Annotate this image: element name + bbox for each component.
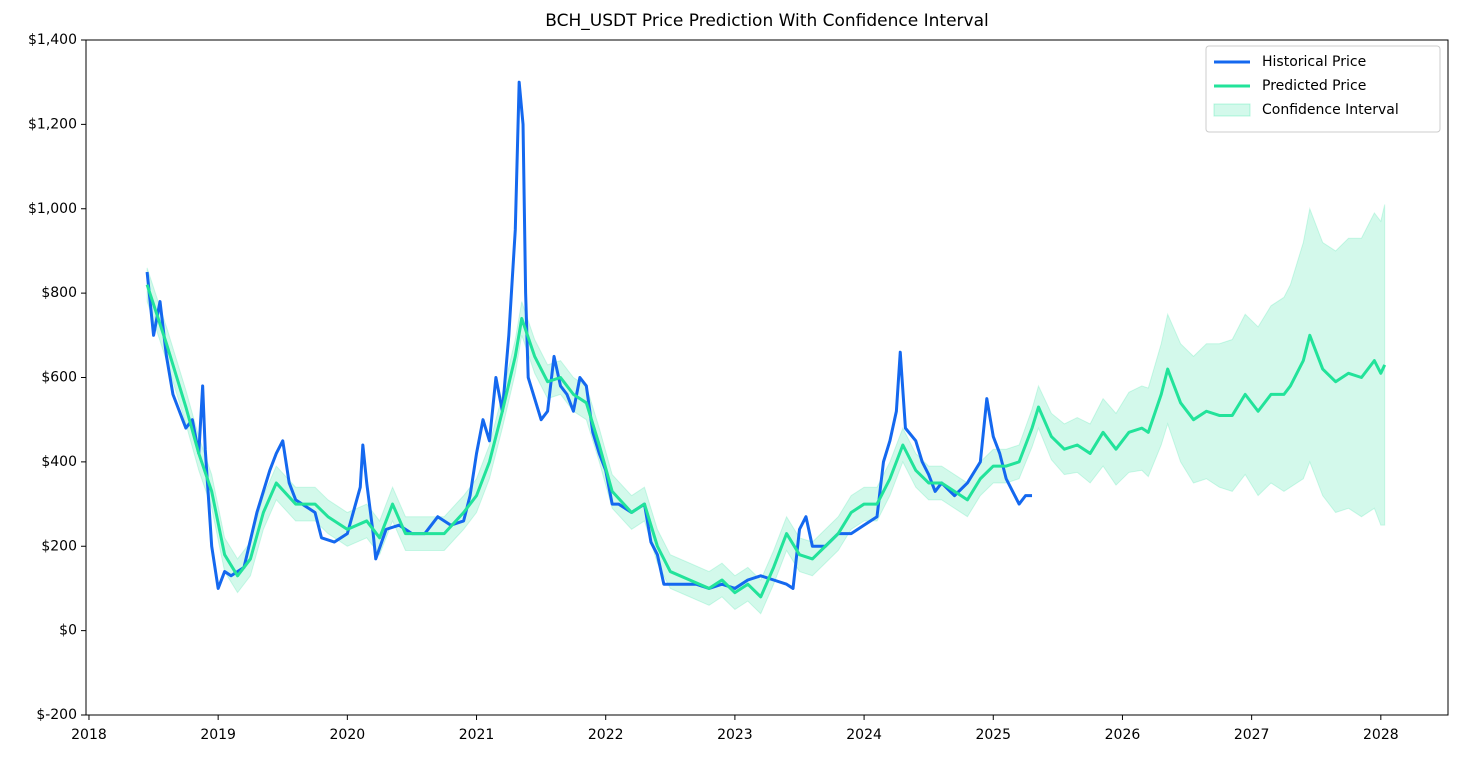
legend-label: Predicted Price (1262, 78, 1366, 94)
y-tick-label: $400 (41, 454, 77, 470)
x-tick-label: 2022 (588, 727, 624, 743)
y-tick-label: $-200 (36, 707, 77, 723)
x-tick-label: 2028 (1363, 727, 1399, 743)
x-tick-label: 2019 (200, 727, 236, 743)
x-tick-label: 2025 (975, 727, 1011, 743)
y-tick-label: $1,400 (28, 32, 77, 48)
x-tick-label: 2027 (1234, 727, 1270, 743)
x-tick-label: 2020 (330, 727, 366, 743)
legend-swatch (1213, 103, 1251, 117)
legend-box (1205, 45, 1441, 133)
y-tick-label: $0 (59, 623, 77, 639)
x-tick-label: 2021 (459, 727, 495, 743)
y-tick-label: $600 (41, 370, 77, 386)
y-tick-label: $1,000 (28, 201, 77, 217)
line (145, 80, 1033, 590)
confidence-band (146, 204, 1386, 615)
y-tick-label: $200 (41, 538, 77, 554)
line (145, 284, 1387, 599)
y-tick-label: $1,200 (28, 116, 77, 132)
x-tick-label: 2024 (846, 727, 882, 743)
x-tick-label: 2018 (71, 727, 107, 743)
x-tick-label: 2026 (1105, 727, 1141, 743)
y-tick-label: $800 (41, 285, 77, 301)
legend-label: Confidence Interval (1262, 102, 1399, 118)
chart-title: BCH_USDT Price Prediction With Confidenc… (545, 11, 988, 31)
legend-label: Historical Price (1262, 54, 1366, 70)
x-tick-label: 2023 (717, 727, 753, 743)
